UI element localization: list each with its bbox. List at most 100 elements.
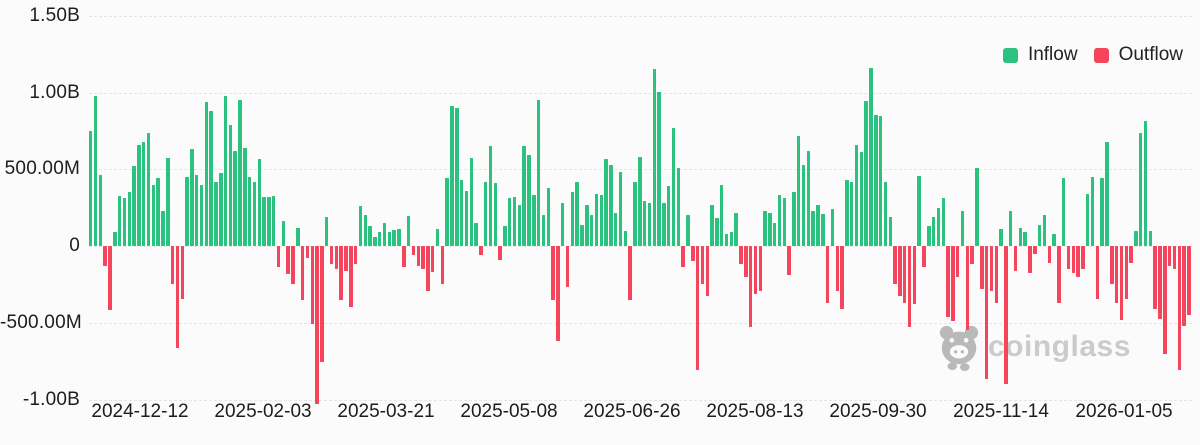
inflow-bar[interactable] [1018, 227, 1023, 246]
inflow-bar[interactable] [406, 216, 411, 246]
inflow-bar[interactable] [117, 196, 122, 246]
outflow-bar[interactable] [498, 246, 502, 260]
outflow-bar[interactable] [1071, 246, 1076, 273]
outflow-bar[interactable] [1076, 246, 1080, 278]
inflow-bar[interactable] [445, 178, 449, 246]
outflow-bar[interactable] [170, 246, 175, 284]
inflow-bar[interactable] [792, 192, 796, 246]
inflow-bar[interactable] [508, 198, 512, 246]
inflow-bar[interactable] [387, 232, 392, 246]
outflow-bar[interactable] [748, 246, 753, 327]
outflow-bar[interactable] [1066, 246, 1071, 270]
inflow-bar[interactable] [676, 167, 681, 246]
inflow-bar[interactable] [141, 141, 146, 246]
inflow-bar[interactable] [1105, 141, 1109, 246]
outflow-bar[interactable] [695, 246, 700, 371]
inflow-bar[interactable] [850, 181, 854, 246]
outflow-bar[interactable] [329, 246, 334, 265]
inflow-bar[interactable] [845, 179, 849, 246]
inflow-bar[interactable] [450, 106, 454, 246]
inflow-bar[interactable] [580, 224, 584, 246]
outflow-bar[interactable] [840, 246, 844, 309]
inflow-bar[interactable] [604, 158, 608, 246]
inflow-bar[interactable] [325, 216, 329, 246]
outflow-bar[interactable] [984, 246, 989, 379]
inflow-bar[interactable] [89, 130, 93, 246]
outflow-bar[interactable] [1013, 246, 1018, 271]
inflow-bar[interactable] [710, 205, 714, 246]
inflow-bar[interactable] [623, 231, 628, 246]
inflow-bar[interactable] [228, 124, 233, 246]
inflow-bar[interactable] [638, 156, 642, 246]
inflow-bar[interactable] [816, 204, 820, 246]
outflow-bar[interactable] [980, 246, 984, 289]
outflow-bar[interactable] [1057, 246, 1061, 303]
inflow-bar[interactable] [975, 168, 979, 246]
outflow-bar[interactable] [700, 246, 705, 285]
inflow-bar[interactable] [1042, 214, 1047, 246]
outflow-bar[interactable] [180, 246, 184, 299]
outflow-bar[interactable] [440, 246, 445, 285]
inflow-bar[interactable] [1008, 211, 1013, 246]
inflow-bar[interactable] [1086, 193, 1090, 246]
inflow-bar[interactable] [368, 226, 372, 246]
inflow-bar[interactable] [777, 195, 782, 246]
inflow-bar[interactable] [252, 181, 257, 246]
inflow-bar[interactable] [247, 176, 252, 246]
outflow-bar[interactable] [416, 246, 420, 266]
outflow-bar[interactable] [951, 246, 955, 321]
inflow-bar[interactable] [864, 100, 868, 246]
inflow-bar[interactable] [132, 166, 136, 246]
outflow-bar[interactable] [628, 246, 632, 300]
inflow-bar[interactable] [532, 195, 536, 246]
inflow-bar[interactable] [1143, 120, 1148, 246]
inflow-bar[interactable] [474, 222, 478, 246]
inflow-bar[interactable] [941, 198, 945, 246]
inflow-bar[interactable] [488, 146, 493, 246]
outflow-bar[interactable] [1119, 246, 1124, 321]
outflow-bar[interactable] [300, 246, 305, 301]
inflow-bar[interactable] [575, 182, 579, 246]
inflow-bar[interactable] [1139, 133, 1143, 246]
outflow-bar[interactable] [835, 246, 840, 291]
outflow-bar[interactable] [922, 246, 926, 268]
inflow-bar[interactable] [151, 184, 156, 246]
inflow-bar[interactable] [156, 177, 160, 246]
inflow-bar[interactable] [878, 116, 883, 246]
outflow-bar[interactable] [556, 246, 560, 342]
inflow-bar[interactable] [1052, 234, 1056, 246]
legend-item-outflow[interactable]: Outflow [1093, 44, 1183, 66]
inflow-bar[interactable] [859, 152, 864, 246]
outflow-bar[interactable] [344, 246, 348, 271]
outflow-bar[interactable] [691, 246, 695, 261]
inflow-bar[interactable] [719, 185, 724, 246]
inflow-bar[interactable] [931, 216, 936, 246]
outflow-bar[interactable] [479, 246, 483, 256]
inflow-bar[interactable] [960, 211, 965, 246]
inflow-bar[interactable] [541, 215, 546, 246]
inflow-bar[interactable] [614, 212, 618, 246]
legend-item-inflow[interactable]: Inflow [1002, 44, 1078, 66]
outflow-bar[interactable] [334, 246, 339, 270]
inflow-bar[interactable] [373, 236, 377, 246]
inflow-bar[interactable] [609, 165, 613, 246]
outflow-bar[interactable] [310, 246, 315, 325]
outflow-bar[interactable] [825, 246, 830, 303]
inflow-bar[interactable] [768, 212, 772, 246]
inflow-bar[interactable] [715, 218, 719, 246]
inflow-bar[interactable] [1148, 231, 1153, 246]
outflow-bar[interactable] [1110, 246, 1114, 285]
inflow-bar[interactable] [146, 133, 151, 246]
outflow-bar[interactable] [893, 246, 897, 285]
inflow-bar[interactable] [797, 136, 801, 246]
inflow-bar[interactable] [599, 194, 603, 246]
inflow-bar[interactable] [267, 196, 271, 246]
inflow-bar[interactable] [199, 185, 204, 246]
inflow-bar[interactable] [927, 226, 931, 246]
inflow-bar[interactable] [772, 222, 777, 246]
outflow-bar[interactable] [421, 246, 425, 270]
outflow-bar[interactable] [565, 246, 570, 288]
outflow-bar[interactable] [276, 246, 281, 268]
outflow-bar[interactable] [1047, 246, 1051, 263]
outflow-bar[interactable] [353, 246, 358, 265]
